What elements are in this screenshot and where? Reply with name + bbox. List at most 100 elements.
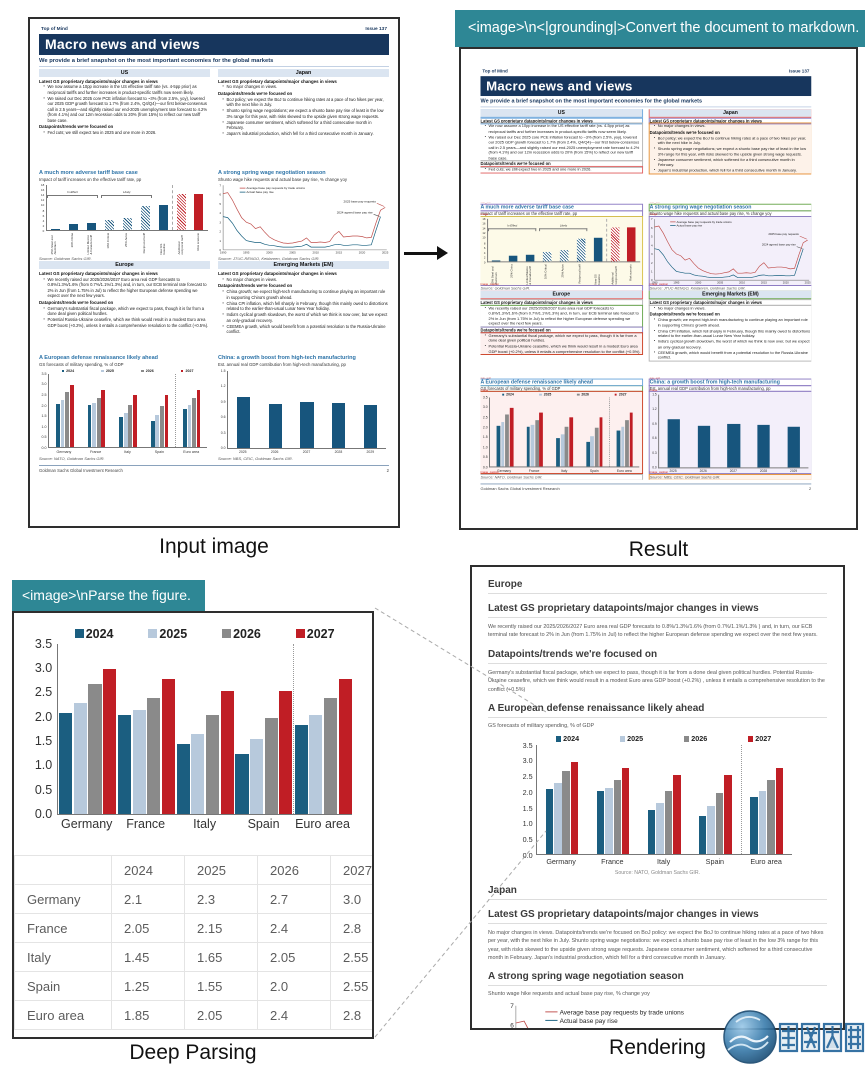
gc-b bbox=[554, 783, 562, 855]
table-cell: Germany bbox=[14, 884, 112, 914]
japan-section-header: Japan bbox=[218, 68, 389, 77]
tariff-chart-caption: Impact of tariff increases on the effect… bbox=[480, 209, 644, 217]
svg-text:0: 0 bbox=[219, 248, 221, 252]
svg-text:7: 7 bbox=[219, 183, 221, 187]
labwrap: Risk scenario bbox=[190, 233, 208, 255]
bullet-item: No major changes in views. bbox=[223, 277, 390, 282]
grounding-tag: image_caption bbox=[480, 281, 499, 286]
gc-g bbox=[520, 398, 550, 467]
gc-yl: 12 bbox=[40, 198, 45, 203]
gc-yl: 3.0 bbox=[522, 756, 533, 766]
gc-g bbox=[538, 218, 555, 262]
gc-yl: 18 bbox=[482, 216, 486, 221]
gc-b bbox=[576, 239, 586, 262]
bullet-item: CEEMEA growth, which would benefit from … bbox=[223, 324, 390, 335]
gc-legend: 2024 2025 2026 2027 bbox=[48, 368, 207, 374]
table-cell: 1.65 bbox=[184, 942, 258, 972]
gc-b bbox=[191, 734, 205, 814]
gc-g bbox=[659, 394, 689, 467]
shunto-chart-block: A strong spring wage negotiation season … bbox=[218, 168, 389, 262]
europe-section-header: Europe bbox=[39, 261, 210, 269]
gc-b bbox=[565, 426, 569, 467]
table-cell: 1.55 bbox=[184, 971, 258, 1001]
bullet-item: China growth; we expect high-tech manufa… bbox=[223, 289, 390, 300]
gc-ann: Likely bbox=[101, 190, 153, 199]
i bbox=[61, 369, 65, 373]
grounding-tag: image_caption bbox=[649, 281, 669, 286]
gc-g bbox=[112, 374, 144, 448]
document-footer: Goldman Sachs Global Investment Research… bbox=[480, 482, 812, 491]
table-cell: 2.7 bbox=[257, 884, 331, 914]
gc-g bbox=[550, 398, 580, 467]
gc-g bbox=[623, 218, 640, 262]
svg-text:2020: 2020 bbox=[783, 280, 790, 284]
gc-cl: 2026 bbox=[699, 469, 707, 474]
gc-yl: 3.5 bbox=[482, 395, 488, 400]
grounding-tag: image bbox=[649, 387, 658, 392]
gc-b bbox=[104, 220, 114, 230]
md-shunto-chart-caption: Shunto wage hike requests and actual bas… bbox=[488, 991, 650, 998]
svg-text:2015: 2015 bbox=[761, 280, 768, 284]
gc-cl: France bbox=[528, 469, 540, 473]
gc-yl: 1.5 bbox=[41, 414, 47, 419]
gc-b bbox=[183, 409, 187, 448]
gc-li: 2026 bbox=[222, 627, 261, 641]
bullet-item: Japan's industrial production, which fel… bbox=[223, 131, 390, 136]
svg-text:2: 2 bbox=[651, 260, 653, 264]
gc-b bbox=[656, 803, 664, 855]
doc-header-left: Top of Mind bbox=[482, 69, 508, 75]
svg-text:1995: 1995 bbox=[243, 250, 250, 254]
gc-cl: 2026 bbox=[270, 450, 279, 455]
europe-bullets-1: We recently raised our 2025/2026/2027 Eu… bbox=[39, 277, 210, 299]
bullet-item: CEEMEA growth, which would benefit from … bbox=[654, 350, 811, 360]
gc-g bbox=[117, 644, 176, 814]
gc-b bbox=[147, 698, 161, 814]
span: 2024 bbox=[506, 392, 514, 397]
gc-yl: 14 bbox=[482, 226, 486, 231]
grounding-prompt-bar: <image>\n<|grounding|>Convert the docume… bbox=[455, 10, 865, 47]
gc-b bbox=[586, 442, 590, 467]
table-header-cell bbox=[14, 855, 112, 885]
watermark-logo bbox=[723, 1010, 865, 1064]
svg-text:3: 3 bbox=[651, 252, 653, 256]
china-chart-caption: Est. annual real GDP contribution from h… bbox=[648, 385, 812, 392]
gc-g bbox=[136, 185, 154, 230]
rot: 20% China bbox=[69, 232, 74, 248]
europe-chart-source: Source: NATO, Goldman Sachs GIR. bbox=[39, 455, 105, 461]
labwrap: 25% Autos bbox=[118, 233, 136, 255]
gc-li: 2024 bbox=[61, 369, 74, 373]
gc-b bbox=[300, 401, 314, 448]
gc-yl: 14 bbox=[40, 193, 45, 198]
bullet-item: Fed cuts; we still expect two in 2025 an… bbox=[44, 130, 211, 135]
gc-b bbox=[88, 683, 102, 814]
labwrap: Additional reciprocal tariff bbox=[606, 264, 623, 284]
gc-b bbox=[128, 404, 133, 448]
gc-yl: 2.0 bbox=[482, 425, 488, 430]
gc-b bbox=[332, 403, 346, 448]
i bbox=[501, 393, 505, 396]
gc-yl: 0.5 bbox=[41, 435, 47, 440]
gc-yl: 0.0 bbox=[652, 465, 657, 470]
gc-b bbox=[140, 206, 150, 230]
gc-b bbox=[101, 389, 106, 448]
gc-yl: 8 bbox=[42, 208, 45, 213]
tariff-chart-title: A much more adverse tariff base case bbox=[39, 169, 138, 176]
gc-cl: 2027 bbox=[729, 469, 737, 474]
gc-cl: Germany bbox=[61, 816, 113, 831]
gc-cl: Germany bbox=[546, 856, 576, 866]
gc-cl: France bbox=[601, 856, 624, 866]
japan-column: Japan Latest GS proprietary datapoints/m… bbox=[218, 68, 390, 168]
shunto-chart-title: A strong spring wage negotiation season bbox=[218, 169, 326, 176]
gc-b bbox=[323, 698, 337, 814]
gc-b bbox=[610, 227, 620, 262]
document-footer: Goldman Sachs Global Investment Research… bbox=[39, 464, 389, 473]
gc-li: 2025 bbox=[619, 734, 643, 743]
md-heading-shunto-chart: A strong spring wage negotiation season bbox=[488, 971, 827, 987]
gc-ann: In Effect bbox=[488, 224, 537, 232]
svg-text:Actual base pay rise: Actual base pay rise bbox=[560, 1018, 619, 1025]
us-column: US Latest GS proprietary datapoints/majo… bbox=[39, 68, 211, 168]
svg-text:Actual base pay rise: Actual base pay rise bbox=[677, 223, 703, 227]
table-cell: Spain bbox=[14, 971, 112, 1001]
bullet-item: We now assume a 10pp increase in the US … bbox=[44, 84, 211, 95]
